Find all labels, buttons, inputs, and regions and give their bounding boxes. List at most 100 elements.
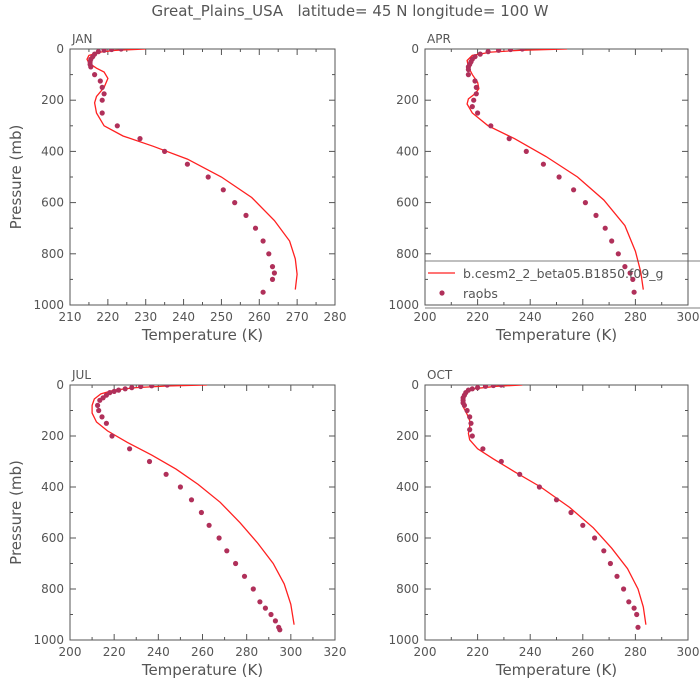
y-tick-label: 600 <box>41 531 64 545</box>
raob-point <box>127 446 133 452</box>
y-tick-label: 400 <box>396 480 419 494</box>
x-tick-label: 210 <box>59 310 82 324</box>
x-tick-label: 220 <box>466 645 489 659</box>
y-tick-label: 1000 <box>388 298 419 312</box>
raob-point <box>635 624 641 630</box>
plot-area <box>91 385 295 633</box>
raob-point <box>490 385 496 389</box>
raob-point <box>95 49 101 55</box>
raob-point <box>553 497 560 503</box>
panel-month-label: JAN <box>71 32 93 46</box>
x-tick-label: 240 <box>519 645 542 659</box>
raob-point <box>216 535 222 541</box>
y-tick-label: 400 <box>41 144 64 158</box>
raob-point <box>116 387 122 393</box>
raob-point <box>220 187 226 193</box>
raob-point <box>485 49 491 55</box>
raob-point <box>114 123 120 129</box>
x-tick-label: 220 <box>96 310 119 324</box>
raob-point <box>568 509 574 516</box>
y-tick-label: 0 <box>56 378 64 392</box>
x-tick-label: 260 <box>571 645 594 659</box>
x-tick-label: 230 <box>134 310 157 324</box>
raob-point <box>536 484 543 490</box>
raob-point <box>626 599 632 605</box>
y-tick-label: 200 <box>396 93 419 107</box>
plot-frame <box>69 48 336 306</box>
raob-point <box>262 605 268 611</box>
x-tick-label: 300 <box>677 310 700 324</box>
raob-point <box>137 136 143 142</box>
y-tick-label: 200 <box>41 429 64 443</box>
raob-point <box>627 270 633 276</box>
raob-point <box>99 414 105 420</box>
raob-point <box>260 289 266 295</box>
raob-point <box>473 91 479 97</box>
raob-point <box>257 599 263 605</box>
panel-apr: 200 220 240 260 280 300 0 200 400 600 800 1000 APR Te… <box>388 32 699 344</box>
raob-point <box>473 84 479 90</box>
panel-jan: 210 220 230 240 250 260 270 280 0 200 400 600 800 100… <box>7 32 346 344</box>
raob-point <box>582 200 589 206</box>
model-profile-line <box>466 49 644 290</box>
model-profile-line <box>86 49 298 290</box>
raob-point <box>252 225 259 231</box>
y-tick-label: 400 <box>396 144 419 158</box>
raob-point <box>163 471 169 477</box>
raob-point <box>269 264 276 270</box>
raob-point <box>206 522 212 528</box>
raob-point <box>465 72 471 78</box>
raob-point <box>88 64 94 70</box>
raob-point <box>138 385 144 390</box>
raob-point <box>198 509 204 516</box>
panel-month-label: APR <box>427 32 451 46</box>
x-tick-label: 300 <box>677 645 700 659</box>
y-tick-label: 600 <box>396 531 419 545</box>
raob-point <box>592 535 598 541</box>
raob-point <box>498 385 504 388</box>
raob-point <box>475 110 481 116</box>
raob-point <box>146 458 153 465</box>
raob-point <box>517 471 523 477</box>
raob-point <box>615 251 621 257</box>
raob-point <box>472 78 478 84</box>
legend-model-label: b.cesm2_2_beta05.B1850.f09_g <box>463 266 663 281</box>
raob-point <box>477 51 483 57</box>
raob-point <box>593 212 599 218</box>
raob-point <box>465 66 471 73</box>
raob-point <box>162 148 168 154</box>
raob-point <box>519 49 525 52</box>
raob-point <box>571 187 577 193</box>
raob-point <box>602 225 608 231</box>
raob-point <box>97 397 103 403</box>
raob-point <box>271 270 277 276</box>
raob-point <box>496 49 502 53</box>
raob-point <box>129 385 135 391</box>
model-profile-line <box>461 385 647 625</box>
panel-month-label: OCT <box>427 368 453 382</box>
raob-point <box>469 104 475 110</box>
raob-point <box>475 385 481 391</box>
raob-point <box>498 458 504 465</box>
raob-point <box>260 238 266 244</box>
raob-point <box>188 497 195 503</box>
raob-point <box>99 84 105 90</box>
raob-point <box>118 49 124 52</box>
raob-point <box>556 174 562 180</box>
y-axis-label: Pressure (mb) <box>7 460 25 565</box>
panel-month-label: JUL <box>71 368 91 382</box>
plot-area <box>86 49 298 295</box>
raob-point <box>468 420 474 426</box>
raob-point <box>205 174 211 180</box>
raob-point <box>609 238 615 244</box>
raob-point <box>266 251 272 257</box>
raob-point <box>467 414 473 420</box>
x-tick-label: 280 <box>624 645 647 659</box>
legend-obs-label: raobs <box>463 286 498 301</box>
raob-point <box>469 386 475 392</box>
raob-point <box>277 627 283 633</box>
raob-point <box>99 110 105 116</box>
plot-area <box>465 49 644 295</box>
y-tick-label: 800 <box>41 582 64 596</box>
raob-point <box>540 161 547 167</box>
